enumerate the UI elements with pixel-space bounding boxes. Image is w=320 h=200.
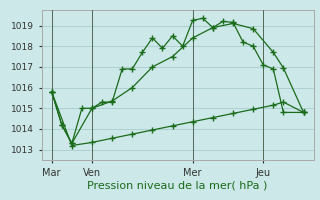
X-axis label: Pression niveau de la mer( hPa ): Pression niveau de la mer( hPa ): [87, 180, 268, 190]
